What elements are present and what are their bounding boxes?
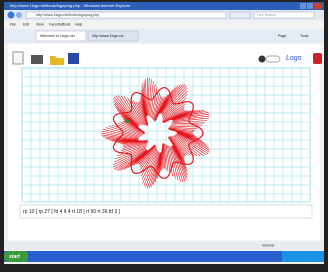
taskbar — [4, 251, 324, 262]
menu-item[interactable]: Help — [75, 22, 82, 26]
screenshot: http://www.1logo.net/tools/logoprog.php … — [0, 0, 328, 267]
menu-item[interactable]: File — [10, 22, 16, 26]
new-icon[interactable] — [13, 52, 23, 64]
tab-label: Welcome to 1logo.net — [40, 34, 75, 38]
command-page[interactable]: Page — [278, 34, 286, 38]
maximize-button[interactable] — [307, 3, 313, 9]
command-tools[interactable]: Tools — [300, 34, 309, 38]
help-icon[interactable] — [259, 56, 266, 63]
page: http://www.1logo.net/tools/logoprog.php … — [0, 0, 328, 267]
logo-label: Logo — [286, 55, 302, 62]
menu-item[interactable]: Edit — [23, 22, 29, 26]
forward-button[interactable] — [16, 12, 22, 18]
tab-label: http://www.1logo.ne... — [92, 34, 126, 38]
window-title: http://www.1logo.net/tools/logoprog.php … — [10, 3, 131, 8]
back-button[interactable] — [8, 12, 15, 19]
tray — [282, 251, 324, 262]
go-buttons[interactable] — [230, 12, 250, 18]
save-icon[interactable] — [68, 53, 79, 64]
start-label: start — [9, 254, 20, 260]
search-placeholder: Live Search — [257, 13, 276, 17]
address-text: http://www.1logo.net/tools/logoprog.php — [36, 13, 99, 17]
status-zone: Internet — [262, 244, 274, 248]
menu-item[interactable]: View — [36, 22, 44, 26]
turtle — [125, 119, 129, 123]
minimize-button[interactable] — [300, 3, 306, 9]
print-icon[interactable] — [31, 55, 43, 64]
command-text: rp 10 [ rp 27 [ fd 4 lt 4 rt 18 ] rt 90 … — [23, 209, 121, 215]
exit-icon[interactable] — [313, 53, 322, 64]
help-button[interactable] — [266, 56, 280, 62]
menu-item[interactable]: Tools — [62, 22, 71, 26]
close-button[interactable] — [314, 3, 322, 9]
status-bar — [4, 241, 324, 250]
